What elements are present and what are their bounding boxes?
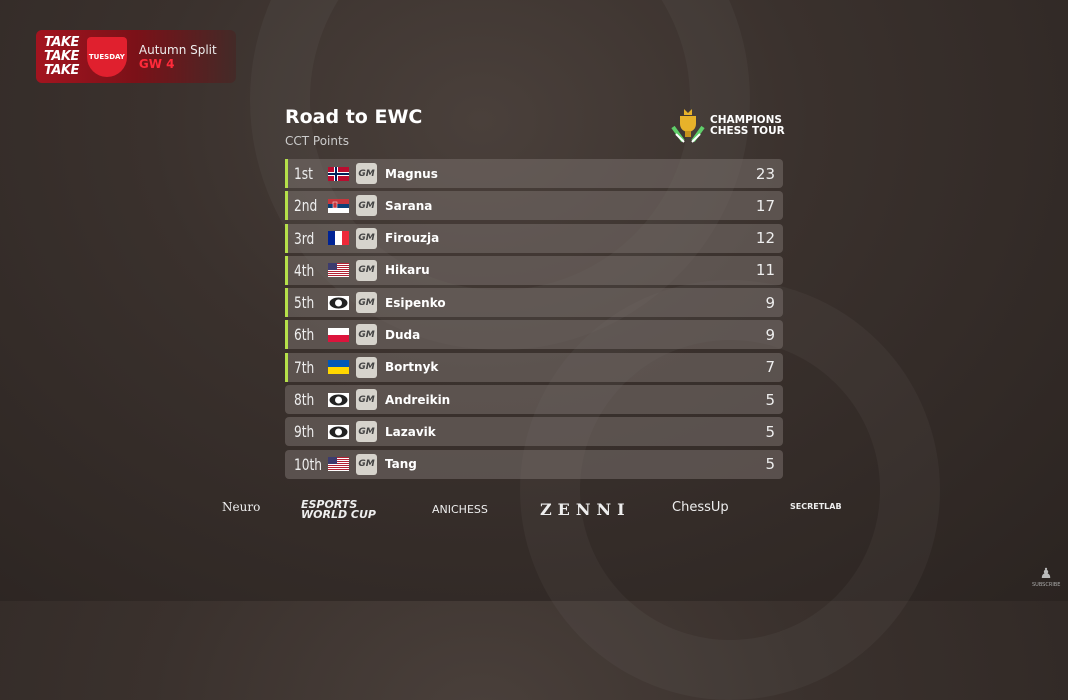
flag-fide-icon bbox=[328, 392, 349, 407]
rank: 10th bbox=[293, 454, 323, 474]
player-name: Sarana bbox=[385, 198, 433, 213]
player-points: 5 bbox=[765, 455, 775, 474]
player-name: Firouzja bbox=[385, 231, 440, 246]
rank: 7th bbox=[293, 357, 315, 377]
player-points: 11 bbox=[755, 261, 775, 280]
gm-title-badge: GM bbox=[356, 163, 377, 184]
player-points: 5 bbox=[765, 422, 775, 441]
gm-title-badge: GM bbox=[356, 356, 377, 378]
player-name: Duda bbox=[385, 327, 421, 342]
player-name: Lazavik bbox=[385, 424, 436, 439]
player-name: Magnus bbox=[385, 166, 438, 181]
flag-serbia-icon bbox=[328, 198, 349, 213]
player-points: 12 bbox=[755, 229, 775, 248]
table-row: 5th GM Esipenko 9 bbox=[285, 288, 783, 318]
gm-title-badge: GM bbox=[356, 389, 377, 411]
gm-title-badge: GM bbox=[356, 292, 377, 314]
player-points: 23 bbox=[755, 164, 775, 183]
titled-tuesday-logo: TUESDAY bbox=[86, 36, 127, 77]
take-take-take-logo: TAKE TAKE TAKE bbox=[44, 34, 79, 78]
table-row: 7th GM Bortnyk 7 bbox=[285, 352, 783, 382]
sponsor-secretlab: SECRETLAB bbox=[790, 502, 842, 511]
rank: 4th bbox=[293, 260, 315, 280]
flag-france-icon bbox=[328, 231, 349, 246]
player-name: Esipenko bbox=[385, 295, 446, 310]
subscribe-button[interactable]: ♟ SUBSCRIBE bbox=[1032, 566, 1060, 588]
table-row: 8th GM Andreikin 5 bbox=[285, 385, 783, 415]
event-badge: TAKE TAKE TAKE TUESDAY Autumn Split GW 4 bbox=[36, 30, 236, 83]
tour-logo-text: CHAMPIONS CHESS TOUR bbox=[710, 114, 785, 137]
player-points: 5 bbox=[765, 390, 775, 409]
trophy-icon bbox=[670, 107, 706, 145]
player-points: 7 bbox=[765, 358, 775, 377]
gm-title-badge: GM bbox=[356, 259, 377, 281]
player-name: Tang bbox=[385, 457, 417, 472]
flag-usa-icon bbox=[328, 457, 349, 472]
flag-usa-icon bbox=[328, 263, 349, 278]
sponsor-bar: Neuro ESPORTS WORLD CUP ANICHESS ZENNI C… bbox=[0, 498, 1068, 522]
champions-chess-tour-logo: CHAMPIONS CHESS TOUR bbox=[670, 107, 785, 145]
player-name: Andreikin bbox=[385, 392, 451, 407]
table-row: 10th GM Tang 5 bbox=[285, 449, 783, 479]
flag-poland-icon bbox=[328, 327, 349, 342]
flag-fide-icon bbox=[328, 424, 349, 439]
table-row: 1st GM Magnus 23 bbox=[285, 159, 783, 188]
table-row: 9th GM Lazavik 5 bbox=[285, 417, 783, 447]
rank: 3rd bbox=[293, 228, 315, 248]
player-name: Hikaru bbox=[385, 263, 430, 278]
page-title: Road to EWC bbox=[285, 106, 423, 128]
rank: 5th bbox=[293, 293, 315, 313]
flag-norway-icon bbox=[328, 166, 349, 181]
rank: 9th bbox=[293, 422, 315, 442]
standings-table: 1st GM Magnus 23 2nd GM Sarana 17 3rd GM F… bbox=[285, 159, 783, 482]
gm-title-badge: GM bbox=[356, 453, 377, 475]
event-split: Autumn Split bbox=[138, 42, 217, 57]
sponsor-anichess: ANICHESS bbox=[432, 503, 488, 516]
gm-title-badge: GM bbox=[356, 227, 377, 249]
sponsor-zenni: ZENNI bbox=[540, 500, 631, 519]
sponsor-esports-world-cup: ESPORTS WORLD CUP bbox=[301, 498, 376, 521]
gm-title-badge: GM bbox=[356, 421, 377, 443]
player-points: 9 bbox=[765, 325, 775, 344]
rank: 1st bbox=[293, 164, 313, 183]
subscribe-label: SUBSCRIBE bbox=[1032, 582, 1061, 588]
sponsor-chessup: ChessUp bbox=[672, 500, 729, 515]
player-name: Bortnyk bbox=[385, 360, 439, 375]
player-points: 17 bbox=[755, 196, 775, 215]
pawn-icon: ♟ bbox=[1039, 566, 1053, 582]
sponsor-neuro: Neuro bbox=[222, 500, 261, 514]
table-row: 2nd GM Sarana 17 bbox=[285, 191, 783, 221]
table-row: 6th GM Duda 9 bbox=[285, 320, 783, 350]
gm-title-badge: GM bbox=[356, 195, 377, 217]
flag-ukraine-icon bbox=[328, 360, 349, 375]
rank: 8th bbox=[293, 390, 315, 410]
event-gameweek: GW 4 bbox=[138, 56, 175, 71]
page-subtitle: CCT Points bbox=[285, 134, 349, 148]
flag-fide-icon bbox=[328, 295, 349, 310]
rank: 6th bbox=[293, 325, 315, 345]
gm-title-badge: GM bbox=[356, 324, 377, 346]
rank: 2nd bbox=[293, 196, 318, 216]
table-row: 3rd GM Firouzja 12 bbox=[285, 223, 783, 253]
player-points: 9 bbox=[765, 293, 775, 312]
table-row: 4th GM Hikaru 11 bbox=[285, 255, 783, 285]
